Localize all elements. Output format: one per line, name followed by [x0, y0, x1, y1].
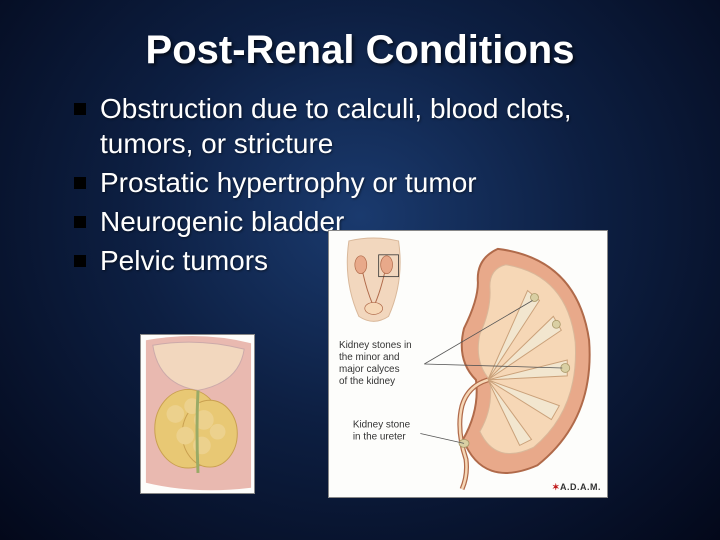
slide-title: Post-Renal Conditions	[0, 0, 720, 91]
figure-label: the minor and	[339, 352, 400, 363]
svg-text:the minor and: the minor and	[339, 352, 400, 363]
attribution-text: A.D.A.M.	[560, 482, 601, 492]
bullet-text: Neurogenic bladder	[100, 204, 344, 239]
slide: Post-Renal Conditions Obstruction due to…	[0, 0, 720, 540]
svg-text:Kidney stone: Kidney stone	[353, 420, 411, 431]
figure-label: major calyces	[339, 364, 400, 375]
svg-text:of the kidney: of the kidney	[339, 376, 395, 387]
bullet-icon	[74, 255, 86, 267]
list-item: Obstruction due to calculi, blood clots,…	[74, 91, 670, 161]
attribution-label: ✶A.D.A.M.	[552, 482, 601, 493]
bullet-text: Pelvic tumors	[100, 243, 268, 278]
bullet-text: Prostatic hypertrophy or tumor	[100, 165, 477, 200]
figure-label: Kidney stone	[353, 420, 411, 431]
kidney-cross-section-icon	[459, 249, 590, 489]
bullet-text: Obstruction due to calculi, blood clots,…	[100, 91, 670, 161]
figure-label: Kidney stones in	[339, 340, 412, 351]
svg-text:Kidney stones in: Kidney stones in	[339, 340, 412, 351]
list-item: Prostatic hypertrophy or tumor	[74, 165, 670, 200]
list-item: Neurogenic bladder	[74, 204, 670, 239]
prostate-illustration-icon	[141, 335, 254, 493]
bullet-list: Obstruction due to calculi, blood clots,…	[0, 91, 720, 278]
list-item: Pelvic tumors	[74, 243, 670, 278]
svg-text:major calyces: major calyces	[339, 364, 400, 375]
bullet-icon	[74, 103, 86, 115]
bullet-icon	[74, 216, 86, 228]
svg-text:in the ureter: in the ureter	[353, 431, 407, 442]
figure-label: in the ureter	[353, 431, 407, 442]
star-icon: ✶	[552, 482, 560, 492]
figure-prostate	[140, 334, 255, 494]
bullet-icon	[74, 177, 86, 189]
figure-label: of the kidney	[339, 376, 395, 387]
